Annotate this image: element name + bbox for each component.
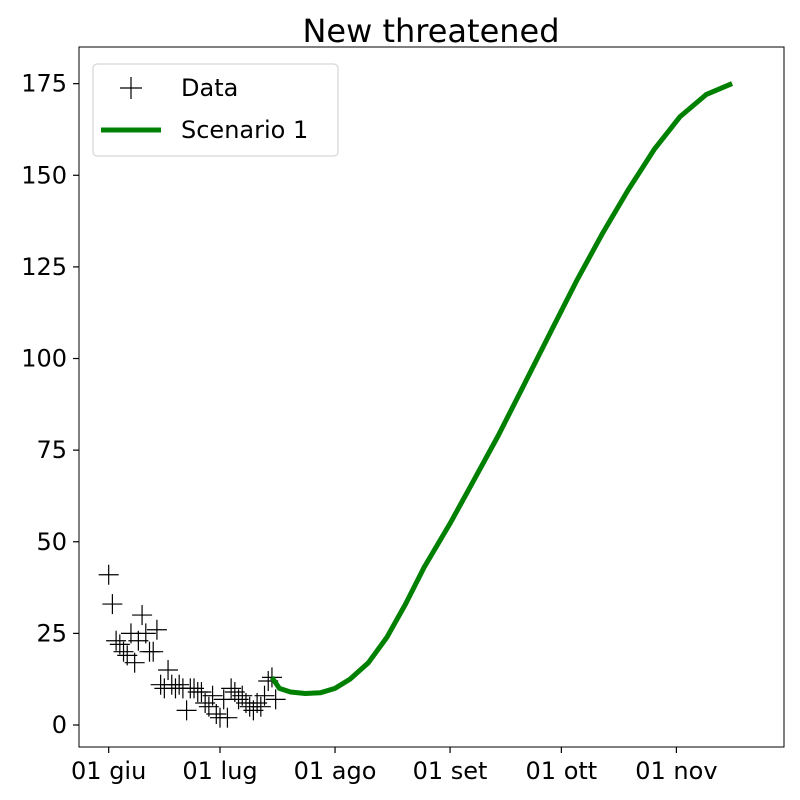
data-point xyxy=(158,660,179,681)
data-point xyxy=(176,700,197,721)
x-tick-label: 01 ott xyxy=(526,757,598,785)
x-tick-label: 01 nov xyxy=(635,757,717,785)
data-point xyxy=(124,652,145,673)
data-point xyxy=(132,605,153,626)
data-point xyxy=(243,700,264,721)
plot-area: 01 giu 01 lug 01 ago 01 set 01 ott 01 nov 0 25… xyxy=(21,46,785,785)
data-point xyxy=(254,685,275,706)
data-point xyxy=(117,645,138,666)
y-tick-label: 75 xyxy=(36,436,67,464)
legend: Data Scenario 1 xyxy=(92,63,339,157)
y-tick-label: 0 xyxy=(52,711,67,739)
data-point xyxy=(217,707,238,728)
y-tick-label: 175 xyxy=(21,70,67,98)
data-point xyxy=(261,667,282,688)
data-point xyxy=(224,682,245,703)
data-point xyxy=(184,678,205,699)
data-point xyxy=(250,696,271,717)
legend-box xyxy=(92,63,339,157)
data-point xyxy=(265,689,286,710)
data-point xyxy=(195,693,216,714)
data-point xyxy=(228,689,249,710)
x-tick-label: 01 lug xyxy=(182,757,257,785)
x-axis: 01 giu 01 lug 01 ago 01 set 01 ott 01 nov xyxy=(71,747,718,785)
data-point xyxy=(191,682,212,703)
series-layer xyxy=(98,81,734,728)
series-line-scenario-1 xyxy=(269,81,734,696)
data-point xyxy=(109,634,130,655)
data-point xyxy=(221,678,242,699)
data-point xyxy=(106,630,127,651)
y-tick-label: 25 xyxy=(36,619,67,647)
data-point xyxy=(206,704,227,725)
data-point xyxy=(247,693,268,714)
data-point xyxy=(232,685,253,706)
chart-title: New threatened xyxy=(302,12,559,50)
legend-label-data: Data xyxy=(181,74,238,102)
data-point xyxy=(198,696,219,717)
data-point xyxy=(128,630,149,651)
y-tick-label: 100 xyxy=(21,345,67,373)
x-tick-label: 01 giu xyxy=(71,757,146,785)
legend-label-scenario-1: Scenario 1 xyxy=(181,116,308,144)
data-point xyxy=(98,564,119,585)
y-tick-label: 150 xyxy=(21,161,67,189)
data-point xyxy=(143,641,164,662)
y-tick-label: 50 xyxy=(36,528,67,556)
y-tick-label: 125 xyxy=(21,253,67,281)
plot-frame xyxy=(78,46,785,748)
x-tick-label: 01 set xyxy=(413,757,488,785)
data-point xyxy=(135,623,156,644)
data-point xyxy=(102,594,123,615)
data-point xyxy=(202,685,223,706)
data-point xyxy=(146,619,167,640)
x-tick-label: 01 ago xyxy=(294,757,377,785)
data-point xyxy=(169,674,190,695)
data-point xyxy=(113,641,134,662)
y-axis: 0 25 50 75 100 125 150 175 xyxy=(21,70,79,739)
legend-marker-data xyxy=(120,77,142,99)
